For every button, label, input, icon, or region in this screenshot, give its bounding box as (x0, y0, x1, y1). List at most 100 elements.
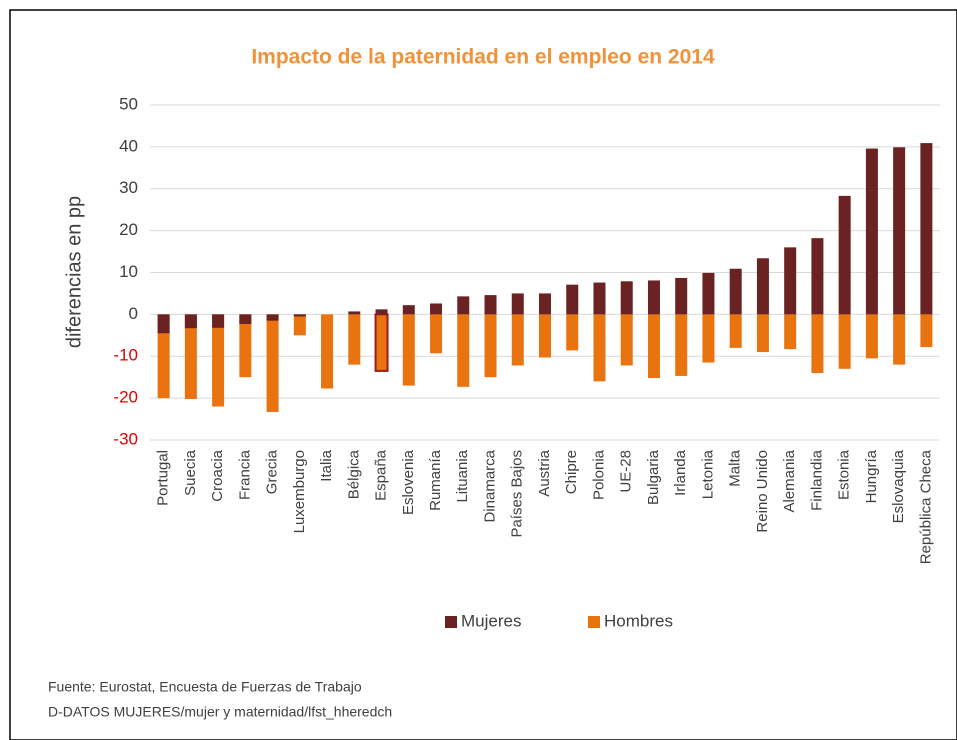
bar (457, 314, 470, 387)
x-tick-label: Irlanda (672, 449, 689, 496)
bar (675, 314, 688, 376)
bar (702, 314, 715, 363)
bar (511, 293, 524, 315)
bar (484, 314, 497, 378)
legend-label: Mujeres (461, 611, 521, 630)
bar (784, 247, 797, 315)
bar (865, 314, 878, 359)
x-tick-label: Reino Unido (754, 450, 771, 533)
x-tick-label: Hungría (863, 449, 880, 503)
legend-swatch (588, 616, 600, 628)
y-tick-label: 10 (119, 262, 138, 281)
note: Fuente: Eurostat, Encuesta de Fuerzas de… (48, 679, 362, 695)
bar (539, 293, 551, 315)
y-tick-label: 50 (119, 94, 138, 113)
x-tick-label: Austria (536, 449, 553, 496)
bar (484, 295, 497, 315)
bar (375, 309, 388, 315)
bar (566, 314, 579, 351)
bar (865, 148, 878, 315)
y-tick-label: 30 (119, 178, 138, 197)
x-tick-label: Luxemburgo (291, 450, 308, 533)
bar (293, 314, 306, 317)
x-tick-label: Croacia (209, 449, 226, 501)
frame (9, 9, 957, 740)
x-tick-label: Suecia (182, 449, 199, 496)
bar (838, 314, 851, 369)
bar (157, 314, 170, 334)
x-tick-label: Eslovenia (400, 449, 417, 515)
y-tick-label: 0 (129, 304, 138, 323)
bar (348, 314, 361, 365)
bar (266, 314, 279, 412)
x-tick-label: Portugal (155, 450, 172, 506)
legend-swatch (445, 616, 457, 628)
x-tick-label: Estonia (836, 449, 853, 500)
y-tick-label: 20 (119, 220, 138, 239)
bar (756, 314, 769, 353)
x-tick-label: Finlandia (808, 449, 825, 511)
bar (756, 258, 769, 315)
x-tick-label: Bulgaria (645, 449, 662, 505)
bar (374, 313, 389, 372)
x-tick-label: Polonia (590, 449, 607, 500)
bar (620, 314, 633, 366)
bar (321, 314, 334, 389)
x-tick-label: Países Bajos (509, 450, 526, 538)
bar (647, 280, 660, 315)
bar (620, 281, 633, 315)
x-tick-label: UE-28 (618, 450, 635, 493)
legend-label: Hombres (604, 611, 673, 630)
x-tick-label: Lituania (454, 449, 471, 502)
bar (920, 314, 933, 348)
bar (430, 303, 443, 315)
y-tick-label: -10 (113, 346, 138, 365)
chart-title: Impacto de la paternidad en el empleo en… (251, 46, 715, 69)
bar (675, 277, 688, 315)
x-tick-label: Letonia (699, 449, 716, 499)
bar (729, 314, 742, 348)
x-tick-label: Chipre (563, 450, 580, 494)
bar (593, 282, 606, 315)
bar (212, 314, 225, 328)
bar (293, 314, 306, 336)
bar (184, 314, 197, 329)
note: D-DATOS MUJERES/mujer y maternidad/lfst_… (48, 704, 392, 720)
bar (539, 314, 551, 358)
x-tick-label: Eslovaquia (890, 449, 907, 523)
bar (838, 195, 851, 315)
bar (457, 296, 470, 315)
bar (430, 314, 443, 354)
bar (647, 314, 660, 379)
bar (348, 311, 361, 315)
bar (239, 314, 252, 378)
bar (729, 268, 742, 315)
bar (511, 314, 524, 366)
bar (566, 284, 579, 315)
x-tick-label: Grecia (264, 449, 281, 494)
y-tick-label: -30 (113, 429, 138, 448)
x-tick-label: República Checa (917, 449, 934, 564)
bar (239, 314, 252, 325)
y-axis-label: diferencias en pp (63, 196, 85, 348)
bar (212, 314, 225, 407)
bar (811, 314, 824, 373)
bar (702, 272, 715, 315)
bar (266, 314, 279, 321)
bar (920, 143, 933, 315)
bar (811, 238, 824, 315)
bar (402, 305, 415, 315)
bar (784, 314, 797, 350)
bar (402, 314, 415, 386)
x-tick-label: Italia (318, 449, 335, 481)
bar (893, 147, 906, 315)
x-tick-label: Alemania (781, 449, 798, 512)
bar (893, 314, 906, 365)
x-tick-label: Rumanía (427, 449, 444, 511)
bar (593, 314, 606, 382)
x-tick-label: España (373, 449, 390, 501)
y-tick-label: -20 (113, 388, 138, 407)
x-tick-label: Francia (236, 449, 253, 500)
x-tick-label: Malta (727, 449, 744, 486)
